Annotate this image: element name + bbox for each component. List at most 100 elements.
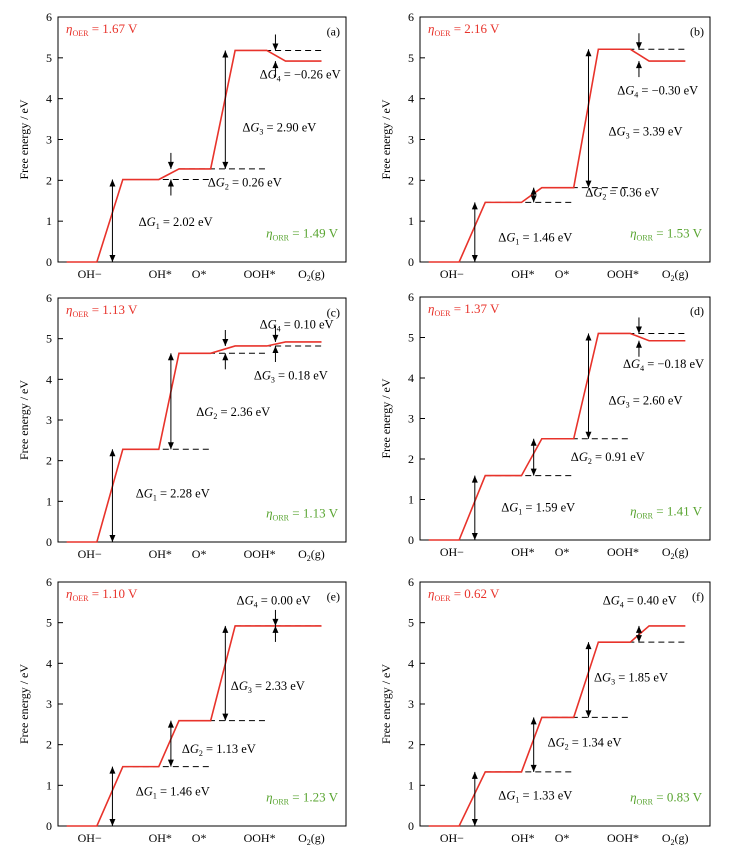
arrow-head: [109, 535, 116, 542]
arrow-head: [635, 42, 642, 50]
y-tick-label: 6: [46, 291, 52, 305]
y-axis-label: Free energy / eV: [17, 664, 31, 744]
x-tick-label: OH*: [511, 545, 534, 559]
x-tick-label: OH−: [78, 547, 102, 561]
step-arrow: [530, 187, 537, 203]
x-tick-label: OH*: [149, 267, 172, 281]
x-tick-label: O2(g): [298, 267, 325, 283]
arrow-head: [222, 338, 229, 346]
arrow-head: [585, 333, 592, 341]
y-tick-label: 5: [408, 616, 414, 630]
step-arrow: [222, 50, 229, 169]
step-label: ΔG2 = 2.36 eV: [196, 405, 270, 421]
x-tick-label: O2(g): [662, 545, 689, 561]
y-tick-label: 0: [46, 819, 52, 833]
arrow-head: [585, 710, 592, 718]
step-arrow: [530, 438, 537, 476]
step-arrow: [585, 333, 592, 439]
step-arrow: [222, 329, 229, 370]
arrow-head: [585, 49, 592, 57]
y-tick-label: 3: [408, 412, 414, 426]
eta-orr-label: ηORR = 1.23 V: [266, 790, 339, 807]
y-tick-label: 3: [46, 697, 52, 711]
step-arrow: [635, 625, 642, 643]
free-energy-profile: [428, 332, 686, 541]
y-tick-label: 6: [408, 10, 414, 24]
arrow-head: [530, 187, 537, 195]
arrow-head: [167, 161, 174, 169]
y-tick-label: 1: [408, 214, 414, 228]
step-label: ΔG4 = 0.10 eV: [260, 318, 334, 334]
step-label: ΔG2 = 0.26 eV: [208, 175, 282, 191]
step-arrow: [585, 642, 592, 718]
y-tick-label: 5: [46, 51, 52, 65]
y-tick-label: 3: [46, 133, 52, 147]
y-tick-label: 2: [408, 173, 414, 187]
step-label: ΔG1 = 1.46 eV: [498, 231, 572, 247]
x-tick-label: OOH*: [244, 267, 276, 281]
chart-panel-f: 0 1 2 3 4 5 6 Free energy / eV OH− OH* O* OOH* O2(g)…: [379, 575, 711, 847]
y-tick-label: 3: [408, 697, 414, 711]
arrow-head: [272, 61, 279, 69]
eta-orr-label: ηORR = 0.83 V: [630, 790, 703, 807]
step-label: ΔG1 = 1.59 eV: [501, 501, 575, 517]
step-arrow: [530, 717, 537, 772]
y-tick-label: 2: [46, 454, 52, 468]
eta-orr-label: ηORR = 1.49 V: [266, 226, 339, 243]
arrow-head: [635, 625, 642, 633]
y-tick-label: 1: [408, 778, 414, 792]
x-tick-label: O*: [555, 267, 570, 281]
arrow-head: [585, 180, 592, 188]
step-label: ΔG3 = 1.85 eV: [594, 671, 668, 687]
x-tick-label: O2(g): [298, 547, 325, 563]
eta-oer-label: ηOER = 1.37 V: [428, 301, 500, 318]
step-arrow: [222, 625, 229, 721]
step-label: ΔG4 = −0.26 eV: [260, 67, 341, 83]
arrow-head: [167, 353, 174, 361]
step-label: ΔG1 = 1.46 eV: [136, 785, 210, 801]
x-tick-label: O2(g): [298, 831, 325, 847]
y-tick-label: 5: [46, 332, 52, 346]
y-tick-label: 4: [408, 92, 414, 106]
step-label: ΔG1 = 2.28 eV: [136, 486, 210, 502]
arrow-head: [222, 161, 229, 169]
y-tick-label: 1: [46, 214, 52, 228]
step-label: ΔG1 = 1.33 eV: [498, 789, 572, 805]
chart-panel-c: 0 1 2 3 4 5 6 Free energy / eV OH− OH* O* OOH* O2(g)…: [17, 291, 347, 563]
step-arrow: [167, 152, 174, 196]
free-energy-profile: [66, 341, 322, 543]
eta-orr-label: ηORR = 1.41 V: [630, 504, 703, 521]
y-tick-label: 0: [408, 255, 414, 269]
step-arrow: [109, 766, 116, 826]
y-tick-label: 2: [46, 173, 52, 187]
x-tick-label: OH*: [511, 831, 534, 845]
arrow-head: [635, 340, 642, 348]
y-tick-label: 1: [46, 494, 52, 508]
arrow-head: [530, 717, 537, 725]
x-tick-label: OOH*: [607, 831, 639, 845]
arrow-head: [272, 43, 279, 51]
x-tick-label: O2(g): [662, 831, 689, 847]
x-tick-label: O*: [192, 831, 207, 845]
free-energy-profile: [66, 625, 322, 827]
y-tick-label: 3: [46, 413, 52, 427]
y-tick-label: 0: [46, 255, 52, 269]
arrow-head: [272, 334, 279, 342]
step-arrow: [272, 34, 279, 78]
free-energy-profile: [66, 49, 322, 263]
y-axis-label: Free energy / eV: [17, 380, 31, 460]
panel-label: (e): [327, 589, 340, 603]
x-tick-label: OH−: [440, 545, 464, 559]
eta-orr-label: ηORR = 1.13 V: [266, 506, 339, 523]
x-tick-label: O*: [192, 267, 207, 281]
y-tick-label: 6: [408, 575, 414, 589]
arrow-head: [222, 713, 229, 721]
x-tick-label: O*: [555, 545, 570, 559]
arrow-head: [272, 345, 279, 353]
y-tick-label: 6: [46, 10, 52, 24]
x-tick-label: OH*: [149, 547, 172, 561]
panel-label: (c): [327, 305, 340, 319]
eta-oer-label: ηOER = 1.13 V: [66, 302, 138, 319]
chart-panel-a: 0 1 2 3 4 5 6 Free energy / eV OH− OH* O* OOH* O2(g)…: [17, 10, 347, 283]
